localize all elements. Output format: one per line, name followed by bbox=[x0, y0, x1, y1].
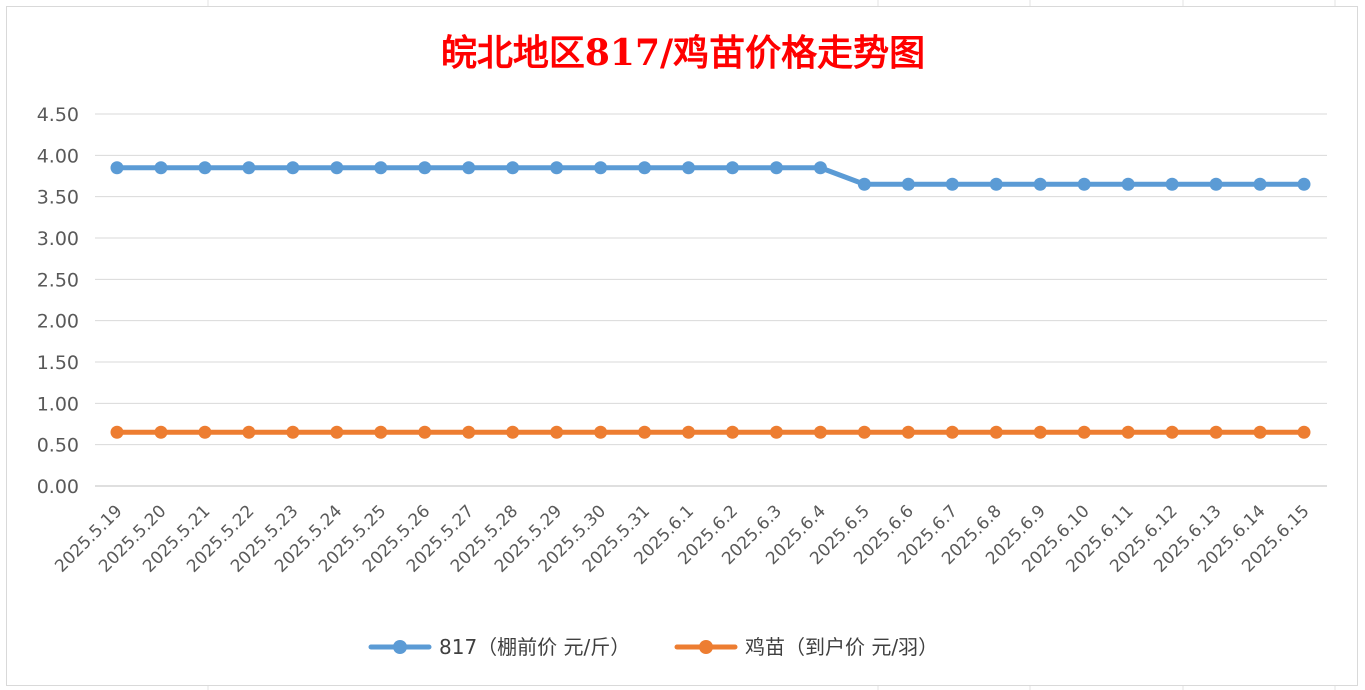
line-chart: 皖北地区817/鸡苗价格走势图 0.00 0.50 1.00 1.50 2.00 2.50 3… bbox=[37, 32, 1327, 659]
gridlines bbox=[95, 113, 1327, 487]
data-point bbox=[769, 425, 783, 439]
data-point bbox=[1121, 425, 1135, 439]
data-point bbox=[506, 425, 520, 439]
data-point bbox=[506, 161, 520, 175]
data-point bbox=[813, 161, 827, 175]
data-point bbox=[945, 177, 959, 191]
data-point bbox=[242, 161, 256, 175]
data-point bbox=[1033, 425, 1047, 439]
data-point bbox=[550, 161, 564, 175]
data-point bbox=[154, 425, 168, 439]
data-point bbox=[901, 177, 915, 191]
data-point bbox=[154, 161, 168, 175]
data-point bbox=[550, 425, 564, 439]
data-point bbox=[110, 425, 124, 439]
y-tick-label: 1.50 bbox=[37, 352, 79, 374]
data-point bbox=[1033, 177, 1047, 191]
data-point bbox=[857, 177, 871, 191]
data-point bbox=[374, 425, 388, 439]
data-point bbox=[725, 425, 739, 439]
y-tick-label: 2.50 bbox=[37, 269, 79, 291]
data-point bbox=[198, 161, 212, 175]
y-tick-label: 4.50 bbox=[37, 104, 79, 126]
data-point bbox=[901, 425, 915, 439]
data-point bbox=[1253, 425, 1267, 439]
data-point bbox=[1297, 177, 1311, 191]
data-point bbox=[725, 161, 739, 175]
data-point bbox=[857, 425, 871, 439]
series-line-1 bbox=[114, 165, 1307, 187]
data-point bbox=[286, 161, 300, 175]
data-point bbox=[1077, 177, 1091, 191]
data-point bbox=[110, 161, 124, 175]
chart-area[interactable]: 皖北地区817/鸡苗价格走势图 0.00 0.50 1.00 1.50 2.00 2.50 3… bbox=[6, 6, 1358, 686]
legend-label-1: 817（棚前价 元/斤） bbox=[439, 635, 630, 659]
data-point bbox=[638, 425, 652, 439]
data-point bbox=[1209, 425, 1223, 439]
data-point bbox=[945, 425, 959, 439]
legend-marker-1 bbox=[393, 640, 407, 654]
y-tick-label: 3.50 bbox=[37, 187, 79, 209]
data-point bbox=[286, 425, 300, 439]
data-point bbox=[330, 161, 344, 175]
data-point bbox=[374, 161, 388, 175]
chart-title: 皖北地区817/鸡苗价格走势图 bbox=[441, 32, 925, 74]
data-point bbox=[1165, 425, 1179, 439]
data-point bbox=[594, 425, 608, 439]
y-tick-label: 3.00 bbox=[37, 228, 79, 250]
data-point bbox=[638, 161, 652, 175]
y-tick-label: 1.00 bbox=[37, 393, 79, 415]
data-point bbox=[462, 161, 476, 175]
data-point bbox=[462, 425, 476, 439]
data-point bbox=[418, 425, 432, 439]
data-point bbox=[198, 425, 212, 439]
y-tick-label: 0.50 bbox=[37, 435, 79, 457]
data-point bbox=[1165, 177, 1179, 191]
legend-label-2: 鸡苗（到户价 元/羽） bbox=[745, 635, 938, 659]
data-point bbox=[682, 425, 696, 439]
data-point bbox=[1077, 425, 1091, 439]
data-point bbox=[330, 425, 344, 439]
data-point bbox=[989, 425, 1003, 439]
y-tick-label: 2.00 bbox=[37, 311, 79, 333]
data-point bbox=[1253, 177, 1267, 191]
data-point bbox=[594, 161, 608, 175]
data-point bbox=[989, 177, 1003, 191]
data-point bbox=[1209, 177, 1223, 191]
data-point bbox=[1297, 425, 1311, 439]
data-point bbox=[242, 425, 256, 439]
data-point bbox=[418, 161, 432, 175]
legend-marker-2 bbox=[699, 640, 713, 654]
data-point bbox=[769, 161, 783, 175]
y-tick-label: 4.00 bbox=[37, 145, 79, 167]
data-point bbox=[813, 425, 827, 439]
data-point bbox=[1121, 177, 1135, 191]
y-tick-label: 0.00 bbox=[37, 476, 79, 498]
data-point bbox=[682, 161, 696, 175]
